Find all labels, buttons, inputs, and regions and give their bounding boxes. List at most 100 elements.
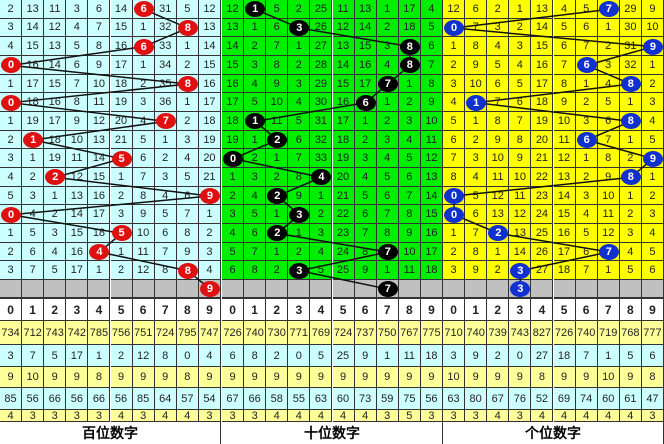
omission-cell: 4 <box>376 149 399 169</box>
omission-cell: 1 <box>619 186 642 206</box>
omission-cell: 4 <box>354 168 377 187</box>
digit-header: 6 <box>575 298 598 321</box>
omission-cell: 5 <box>376 168 399 187</box>
omission-cell: 18 <box>553 261 576 281</box>
omission-cell: 8 <box>487 112 510 131</box>
stat-cell: 3 <box>509 410 532 422</box>
stat-cell: 4 <box>0 410 23 422</box>
omission-cell: 4 <box>222 224 245 243</box>
omission-cell: 1 <box>619 93 642 112</box>
omission-cell: 3 <box>222 205 245 225</box>
omission-cell: 3 <box>66 0 89 19</box>
omission-cell: 7 <box>132 168 155 187</box>
stat-cell: 47 <box>641 388 664 410</box>
pick-ball: 9 <box>642 38 663 55</box>
omission-cell: 1 <box>465 112 488 131</box>
stat-cell: 9 <box>354 367 377 388</box>
omission-cell: 12 <box>198 0 221 19</box>
pending-cell <box>641 280 664 298</box>
omission-cell: 11 <box>44 0 67 19</box>
omission-cell: 5 <box>244 205 267 225</box>
omission-cell: 9 <box>266 74 289 94</box>
omission-cell: 17 <box>44 112 67 131</box>
omission-cell: 14 <box>198 37 221 56</box>
omission-cell: 5 <box>575 224 598 243</box>
stat-cell: 9 <box>154 367 177 388</box>
stat-cell: 734 <box>0 321 23 345</box>
digit-header: 7 <box>376 298 399 321</box>
omission-cell: 10 <box>420 112 443 131</box>
omission-cell: 3 <box>376 37 399 56</box>
omission-cell: 1 <box>44 186 67 206</box>
omission-cell: 5 <box>641 130 664 150</box>
panel-label: 个位数字 <box>443 422 664 444</box>
digit-header: 9 <box>641 298 664 321</box>
omission-cell: 8 <box>465 242 488 262</box>
omission-cell: 23 <box>332 224 355 243</box>
omission-cell: 27 <box>531 261 554 281</box>
stat-cell: 4 <box>575 410 598 422</box>
stat-cell: 4 <box>154 410 177 422</box>
digit-header: 0 <box>222 298 245 321</box>
omission-cell: 33 <box>310 149 333 169</box>
omission-cell: 8 <box>244 261 267 281</box>
stat-cell: 9 <box>619 367 642 388</box>
stat-cell: 74 <box>575 388 598 410</box>
omission-cell: 1 <box>575 74 598 94</box>
digit-header: 4 <box>310 298 333 321</box>
omission-cell: 1 <box>398 74 421 94</box>
omission-cell: 13 <box>332 37 355 56</box>
omission-cell: 21 <box>332 186 355 206</box>
digit-header: 8 <box>619 298 642 321</box>
omission-cell: 4 <box>132 112 155 131</box>
omission-cell: 7 <box>176 205 199 225</box>
omission-cell: 19 <box>222 130 245 150</box>
omission-cell: 30 <box>619 18 642 38</box>
omission-cell: 16 <box>420 224 443 243</box>
stat-cell: 9 <box>222 367 245 388</box>
omission-cell: 4 <box>575 205 598 225</box>
omission-cell: 1 <box>597 261 620 281</box>
stat-cell: 3 <box>443 345 466 367</box>
stat-cell: 751 <box>132 321 155 345</box>
omission-cell: 3 <box>575 112 598 131</box>
digit-header: 1 <box>244 298 267 321</box>
stat-cell: 56 <box>22 388 45 410</box>
digit-header: 7 <box>597 298 620 321</box>
omission-cell: 9 <box>420 93 443 112</box>
stat-cell: 9 <box>244 367 267 388</box>
digit-header: 9 <box>420 298 443 321</box>
omission-cell: 8 <box>597 149 620 169</box>
pick-ball: 7 <box>377 244 398 261</box>
omission-cell: 1 <box>288 224 311 243</box>
omission-cell: 23 <box>531 186 554 206</box>
stat-cell: 4 <box>553 410 576 422</box>
stat-cell: 771 <box>288 321 311 345</box>
omission-cell: 19 <box>531 112 554 131</box>
omission-cell: 8 <box>420 74 443 94</box>
omission-cell: 12 <box>332 18 355 38</box>
omission-cell: 10 <box>66 130 89 150</box>
pending-cell <box>420 280 443 298</box>
omission-cell: 14 <box>66 205 89 225</box>
omission-cell: 7 <box>420 56 443 75</box>
pick-ball: 7 <box>598 244 619 261</box>
omission-cell: 25 <box>531 224 554 243</box>
omission-cell: 8 <box>354 242 377 262</box>
omission-cell: 2 <box>0 130 23 150</box>
omission-cell: 12 <box>66 168 89 187</box>
omission-cell: 7 <box>487 93 510 112</box>
omission-cell: 19 <box>44 149 67 169</box>
digit-header: 1 <box>465 298 488 321</box>
omission-cell: 9 <box>288 186 311 206</box>
stat-cell: 8 <box>88 367 111 388</box>
stat-cell: 737 <box>354 321 377 345</box>
omission-cell: 1 <box>0 224 23 243</box>
omission-cell: 5 <box>354 186 377 206</box>
omission-cell: 1 <box>354 112 377 131</box>
pending-cell <box>222 280 245 298</box>
omission-cell: 18 <box>88 224 111 243</box>
omission-cell: 2 <box>597 37 620 56</box>
omission-cell: 5 <box>176 0 199 19</box>
omission-cell: 13 <box>487 205 510 225</box>
